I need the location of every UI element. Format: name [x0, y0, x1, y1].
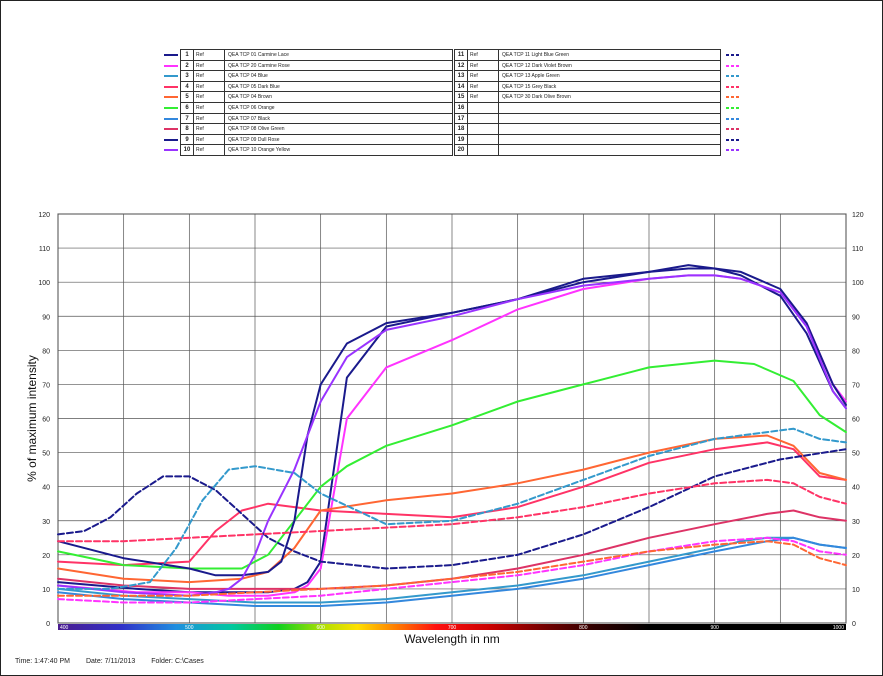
legend-row: 10 Ref QEA TCP 10 Orange Yellow	[164, 144, 454, 157]
legend-number: 5	[180, 91, 194, 104]
footer-time: Time: 1:47:40 PM	[15, 658, 70, 665]
legend-swatch	[726, 149, 740, 152]
legend-swatch	[164, 107, 178, 109]
x-tick-label: 400	[60, 625, 69, 631]
x-tick-label: 800	[579, 625, 588, 631]
legend-swatch	[726, 117, 740, 120]
y-tick-label-right: 100	[852, 280, 864, 287]
series-line-12	[57, 536, 847, 604]
report-footer: Time: 1:47:40 PM Date: 7/11/2013 Folder:…	[15, 658, 218, 665]
legend-swatch	[726, 138, 740, 141]
legend-swatch	[726, 85, 740, 88]
legend-swatch	[164, 75, 178, 78]
legend-number: 9	[180, 133, 194, 146]
wavelength-spectrum-bar	[58, 624, 846, 630]
legend-swatch	[164, 149, 178, 152]
series-line-5	[57, 434, 847, 584]
y-tick-label-right: 50	[852, 451, 860, 458]
legend-swatch	[726, 128, 740, 131]
series-line-10	[57, 274, 847, 597]
legend-swatch	[726, 54, 740, 56]
legend-row: 15 Ref QEA TCP 30 Dark Olive Brown	[454, 91, 744, 104]
y-axis-title: % of maximum intensity	[25, 355, 39, 482]
series-line-9	[57, 267, 847, 577]
y-tick-label-right: 0	[852, 621, 856, 628]
legend-swatch	[726, 64, 740, 67]
y-tick-label-left: 90	[42, 314, 50, 321]
footer-folder: Folder: C:\Cases	[151, 658, 204, 665]
legend-number: 19	[454, 133, 468, 146]
legend-swatch	[726, 75, 740, 78]
y-tick-label-left: 110	[39, 246, 50, 253]
legend-row: 19	[454, 133, 744, 146]
y-tick-label-right: 90	[852, 314, 860, 321]
series-line-15	[57, 540, 847, 597]
y-tick-label-left: 40	[42, 485, 50, 492]
y-tick-label-left: 70	[42, 382, 50, 389]
series-line-13	[57, 427, 847, 590]
legend-row: 4 Ref QEA TCP 05 Dark Blue	[164, 80, 454, 93]
legend-number: 15	[454, 91, 468, 104]
legend-swatch	[726, 96, 740, 99]
legend-swatch	[726, 107, 740, 109]
y-tick-label-right: 20	[852, 553, 860, 560]
legend-swatch	[164, 138, 178, 141]
x-tick-label: 1000	[833, 625, 844, 631]
legend-number: 10	[180, 144, 194, 157]
legend-swatch	[164, 54, 178, 56]
y-tick-label-left: 80	[42, 348, 50, 355]
y-tick-label-left: 60	[42, 417, 50, 424]
legend-row: 12 Ref QEA TCP 12 Dark Violet Brown	[454, 59, 744, 72]
footer-date: Date: 7/11/2013	[85, 658, 136, 665]
x-axis-title: Wavelength in nm	[404, 632, 500, 646]
y-tick-label-left: 30	[42, 519, 50, 526]
legend-swatch	[164, 117, 178, 120]
x-tick-label: 500	[185, 625, 194, 631]
y-tick-label-left: 0	[46, 621, 50, 628]
legend-name: QEA TCP 10 Orange Yellow	[225, 144, 453, 157]
x-tick-label: 900	[710, 625, 719, 631]
legend-ref	[468, 144, 499, 157]
legend-row: 20	[454, 144, 744, 157]
y-tick-label-right: 60	[852, 417, 860, 424]
y-tick-label-right: 70	[852, 382, 860, 389]
legend-table: 1 Ref QEA TCP 01 Carmine Lace 2 Ref QEA TCP 2…	[164, 49, 744, 159]
x-tick-label: 600	[316, 625, 325, 631]
legend-number: 3	[180, 70, 194, 83]
y-tick-label-right: 40	[852, 485, 860, 492]
legend-swatch	[164, 85, 178, 88]
y-tick-label-left: 120	[38, 212, 50, 219]
legend-row: 13 Ref QEA TCP 13 Apple Green	[454, 70, 744, 83]
y-tick-label-right: 80	[852, 348, 860, 355]
series-line-6	[57, 359, 847, 570]
legend-name	[499, 144, 721, 157]
y-tick-label-left: 10	[42, 587, 50, 594]
legend-number: 20	[454, 144, 468, 157]
series-line-8	[57, 509, 847, 590]
y-tick-label-left: 50	[42, 451, 50, 458]
legend-swatch	[164, 64, 178, 67]
y-tick-label-right: 10	[852, 587, 860, 594]
y-tick-label-right: 110	[852, 246, 863, 253]
series-line-11	[57, 448, 847, 570]
x-tick-label: 700	[448, 625, 457, 631]
legend-swatch	[164, 128, 178, 131]
legend-number: 4	[180, 80, 194, 93]
legend-ref: Ref	[194, 144, 225, 157]
y-tick-label-left: 100	[38, 280, 50, 287]
legend-number: 8	[180, 123, 194, 136]
spectrum-chart: 0 0 10 10 20 20 30 30 40 40 50 50 60 60 70 70 80 80 90 90 10…	[25, 212, 864, 646]
y-tick-label-right: 30	[852, 519, 860, 526]
y-tick-label-right: 120	[852, 212, 864, 219]
legend-swatch	[164, 96, 178, 99]
series-line-7	[57, 536, 847, 607]
series-line-14	[57, 478, 847, 543]
y-tick-label-left: 20	[42, 553, 50, 560]
legend-number: 1	[180, 49, 194, 61]
